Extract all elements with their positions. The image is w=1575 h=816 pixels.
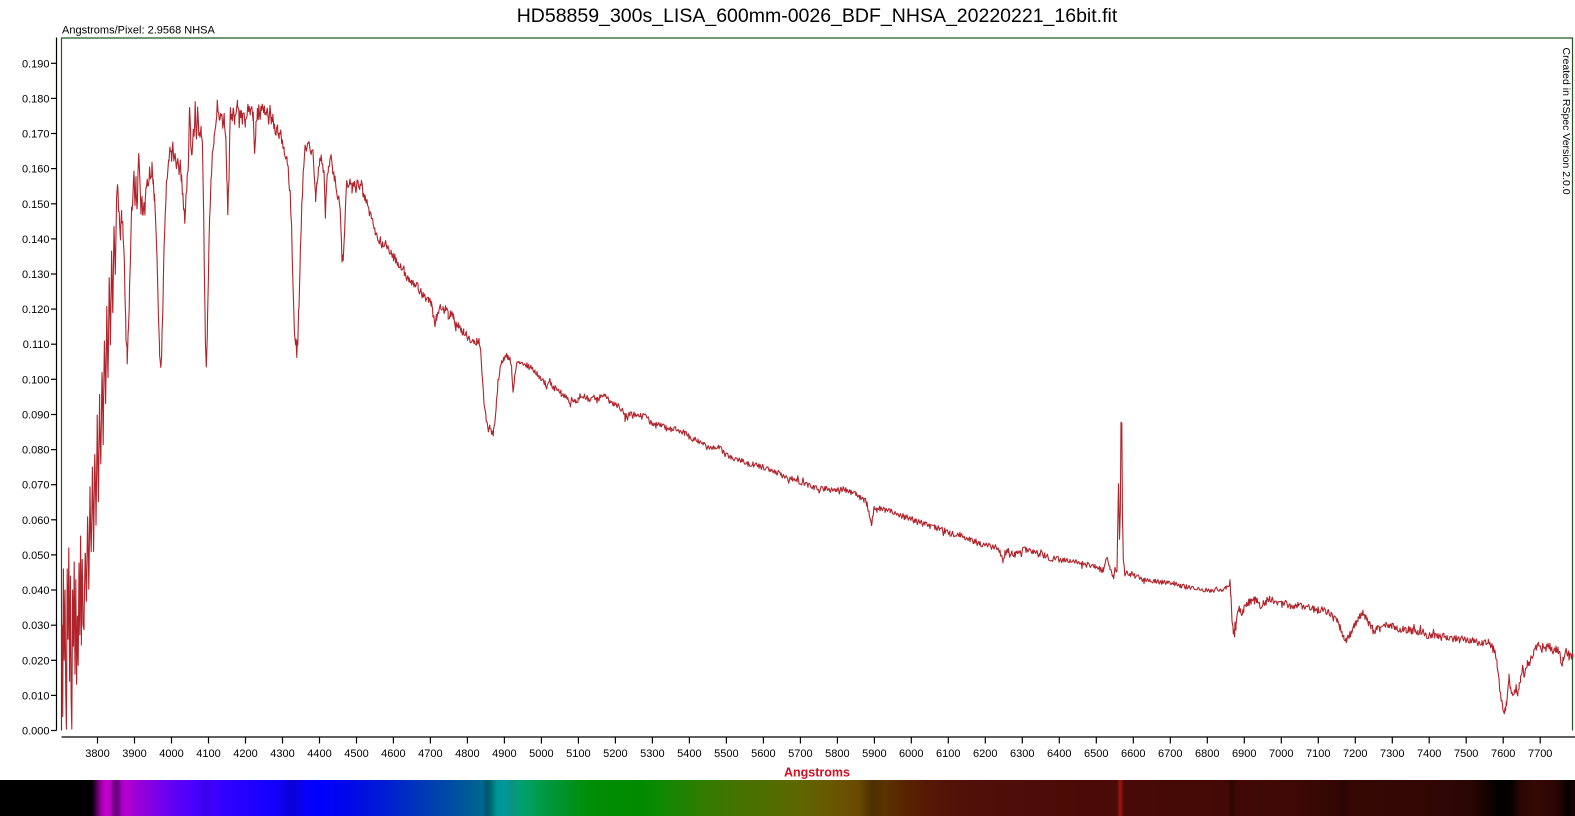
svg-text:6800: 6800	[1195, 748, 1219, 760]
svg-text:0.060: 0.060	[22, 515, 50, 527]
svg-text:7100: 7100	[1306, 748, 1330, 760]
svg-text:0.100: 0.100	[22, 374, 50, 386]
svg-text:7400: 7400	[1417, 748, 1441, 760]
svg-text:4700: 4700	[418, 748, 442, 760]
svg-text:7200: 7200	[1343, 748, 1367, 760]
svg-text:5500: 5500	[714, 748, 738, 760]
svg-text:4300: 4300	[270, 748, 294, 760]
svg-text:Angstroms/Pixel: 2.9568 NHSA: Angstroms/Pixel: 2.9568 NHSA	[62, 25, 216, 37]
svg-text:4100: 4100	[196, 748, 220, 760]
svg-text:3900: 3900	[122, 748, 146, 760]
svg-text:0.000: 0.000	[22, 726, 50, 738]
svg-text:0.120: 0.120	[22, 304, 50, 316]
svg-text:0.190: 0.190	[22, 58, 50, 70]
svg-text:6700: 6700	[1158, 748, 1182, 760]
svg-text:6200: 6200	[973, 748, 997, 760]
svg-text:0.110: 0.110	[23, 339, 50, 351]
svg-text:6600: 6600	[1121, 748, 1145, 760]
svg-text:0.130: 0.130	[22, 269, 50, 281]
svg-text:5000: 5000	[529, 748, 553, 760]
svg-text:0.160: 0.160	[22, 164, 50, 176]
svg-text:4500: 4500	[344, 748, 368, 760]
svg-text:5100: 5100	[566, 748, 590, 760]
svg-text:7000: 7000	[1269, 748, 1293, 760]
svg-text:0.010: 0.010	[22, 690, 50, 702]
svg-text:HD58859_300s_LISA_600mm-0026_B: HD58859_300s_LISA_600mm-0026_BDF_NHSA_20…	[517, 5, 1118, 27]
svg-text:0.040: 0.040	[22, 585, 50, 597]
svg-text:5200: 5200	[603, 748, 627, 760]
svg-text:0.140: 0.140	[22, 234, 50, 246]
svg-text:7500: 7500	[1454, 748, 1478, 760]
svg-text:6300: 6300	[1010, 748, 1034, 760]
svg-text:0.090: 0.090	[22, 410, 50, 422]
svg-text:Created in RSpec Version 2.0.0: Created in RSpec Version 2.0.0	[1560, 48, 1572, 195]
svg-text:7700: 7700	[1528, 748, 1552, 760]
svg-text:5900: 5900	[862, 748, 886, 760]
svg-text:7300: 7300	[1380, 748, 1404, 760]
svg-text:0.180: 0.180	[22, 93, 50, 105]
svg-text:5400: 5400	[677, 748, 701, 760]
svg-text:0.050: 0.050	[22, 550, 50, 562]
svg-text:3800: 3800	[85, 748, 109, 760]
svg-text:5300: 5300	[640, 748, 664, 760]
svg-text:6500: 6500	[1084, 748, 1108, 760]
svg-text:4800: 4800	[455, 748, 479, 760]
svg-text:0.020: 0.020	[22, 655, 50, 667]
svg-text:4600: 4600	[381, 748, 405, 760]
svg-text:6400: 6400	[1047, 748, 1071, 760]
svg-text:4000: 4000	[159, 748, 183, 760]
svg-text:0.070: 0.070	[22, 480, 50, 492]
svg-text:0.150: 0.150	[22, 199, 50, 211]
svg-text:Angstroms: Angstroms	[784, 766, 850, 780]
svg-text:4400: 4400	[307, 748, 331, 760]
svg-text:6900: 6900	[1232, 748, 1256, 760]
svg-text:0.080: 0.080	[22, 445, 50, 457]
svg-text:5800: 5800	[825, 748, 849, 760]
svg-text:5600: 5600	[751, 748, 775, 760]
svg-text:0.030: 0.030	[22, 620, 50, 632]
svg-text:7600: 7600	[1491, 748, 1515, 760]
svg-text:6100: 6100	[936, 748, 960, 760]
svg-text:4900: 4900	[492, 748, 516, 760]
svg-text:4200: 4200	[233, 748, 257, 760]
svg-text:6000: 6000	[899, 748, 923, 760]
svg-text:0.170: 0.170	[22, 129, 50, 141]
svg-text:5700: 5700	[788, 748, 812, 760]
